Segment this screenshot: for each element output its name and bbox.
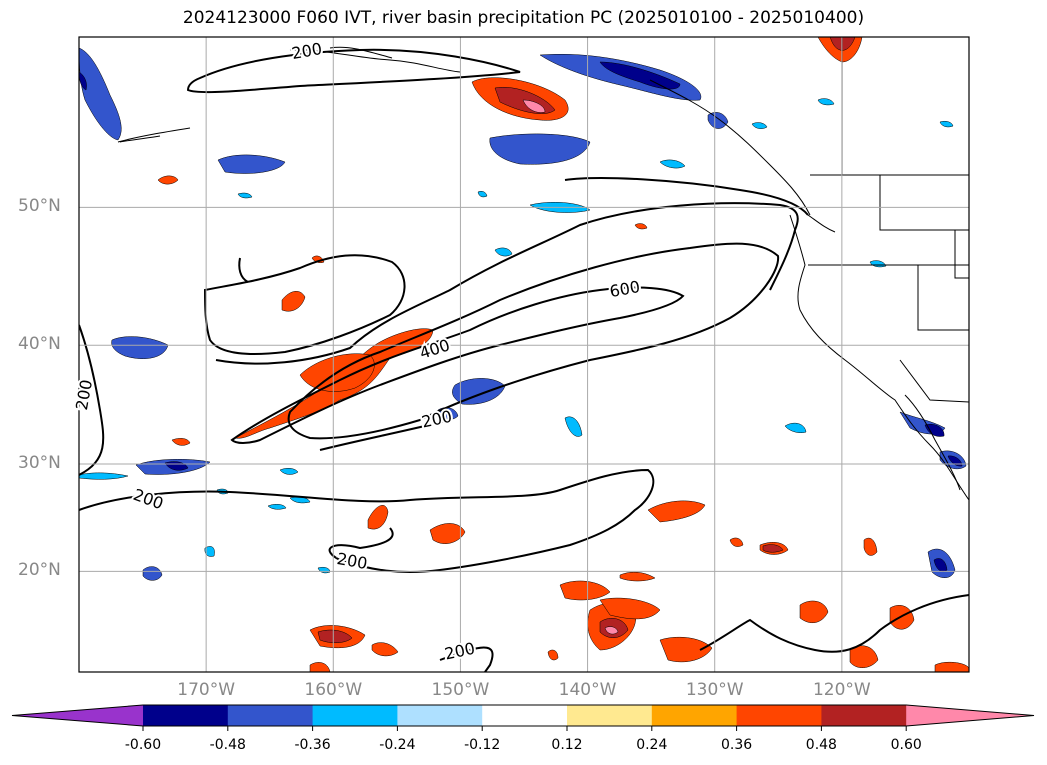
colorbar-segment	[482, 705, 568, 726]
lat-tick-label: 20°N	[18, 560, 61, 581]
colorbar-tick-label: -0.24	[379, 737, 416, 753]
colorbar	[11, 704, 1035, 731]
lon-tick-label: 150°W	[431, 680, 490, 700]
lon-tick-label: 130°W	[685, 680, 744, 700]
colorbar-tick-label: 0.12	[551, 737, 583, 753]
map-title: 2024123000 F060 IVT, river basin precipi…	[182, 8, 865, 28]
colorbar-segment	[312, 705, 398, 726]
colorbar-segment	[397, 705, 483, 726]
contour-label: 200	[290, 39, 323, 63]
colorbar-segment	[227, 705, 314, 726]
negative-anomaly-patches	[79, 47, 967, 581]
contour-label: 600	[608, 277, 641, 301]
colorbar-tick-label: 0.60	[890, 737, 922, 753]
ivt-contours	[79, 48, 969, 672]
colorbar-segment	[906, 705, 1034, 726]
contour-label: 200	[420, 407, 454, 432]
colorbar-tick-label: 0.48	[805, 737, 837, 753]
lon-tick-label: 170°W	[177, 680, 236, 700]
contour-label: 200	[131, 485, 166, 513]
positive-anomaly-patches	[157, 37, 969, 672]
colorbar-tick-label: 0.36	[721, 737, 753, 753]
colorbar-tick-label: -0.60	[124, 737, 162, 753]
map-frame	[78, 36, 970, 673]
gridlines	[79, 37, 969, 672]
colorbar-segment	[821, 705, 907, 726]
contour-label: 200	[443, 639, 477, 664]
colorbar-tick-label: -0.36	[294, 737, 331, 753]
lat-tick-label: 30°N	[18, 453, 61, 474]
contour-label: 200	[72, 378, 96, 411]
lon-tick-label: 140°W	[558, 680, 617, 700]
colorbar-tick-label: -0.48	[209, 737, 246, 753]
colorbar-tick-label: 0.24	[636, 737, 668, 753]
colorbar-segment	[736, 705, 822, 726]
colorbar-segment	[12, 705, 143, 726]
contour-label: 200	[335, 549, 368, 573]
lat-tick-label: 40°N	[18, 334, 61, 355]
colorbar-segment	[651, 705, 738, 726]
colorbar-segment	[143, 705, 229, 726]
lon-tick-label: 160°W	[304, 680, 363, 700]
colorbar-tick-label: -0.12	[464, 737, 501, 753]
colorbar-segment	[567, 705, 653, 726]
lon-tick-label: 120°W	[812, 680, 871, 700]
lat-tick-label: 50°N	[18, 196, 61, 217]
